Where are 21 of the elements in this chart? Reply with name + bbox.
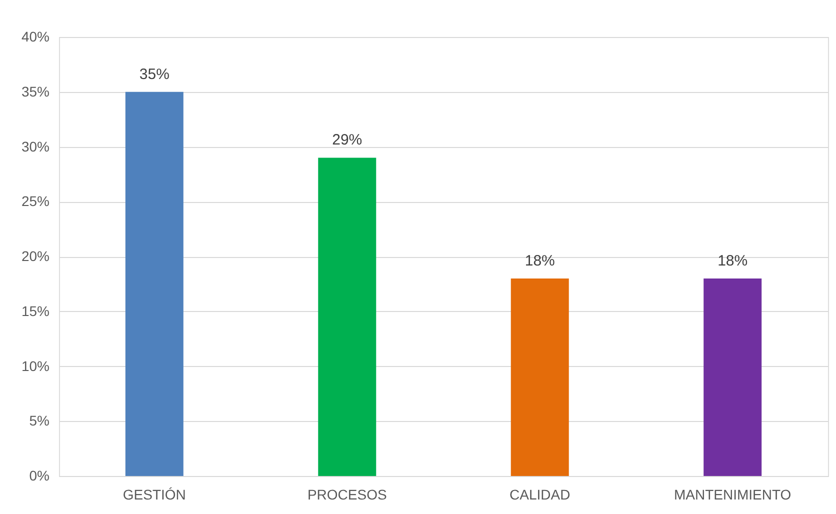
y-tick-label: 10% (21, 358, 50, 374)
bar (318, 158, 376, 476)
y-tick-label: 20% (21, 248, 50, 264)
data-label: 29% (332, 132, 362, 149)
data-label: 35% (139, 66, 170, 83)
y-tick-label: 5% (29, 412, 50, 429)
data-label: 18% (524, 252, 555, 270)
bar (125, 92, 184, 476)
y-tick-label: 0% (29, 468, 50, 484)
x-tick-label: CALIDAD (510, 486, 570, 502)
y-tick-label: 35% (21, 83, 50, 100)
y-tick-label: 25% (21, 193, 50, 210)
bar (704, 278, 762, 476)
data-label: 18% (718, 252, 748, 270)
x-tick-label: GESTIÓN (122, 486, 186, 502)
y-tick-label: 30% (21, 138, 50, 154)
y-tick-label: 15% (21, 302, 50, 319)
x-tick-label: MANTENIMIENTO (674, 486, 792, 502)
bar (510, 278, 569, 476)
y-tick-label: 40% (21, 28, 50, 44)
x-tick-label: PROCESOS (307, 486, 387, 502)
